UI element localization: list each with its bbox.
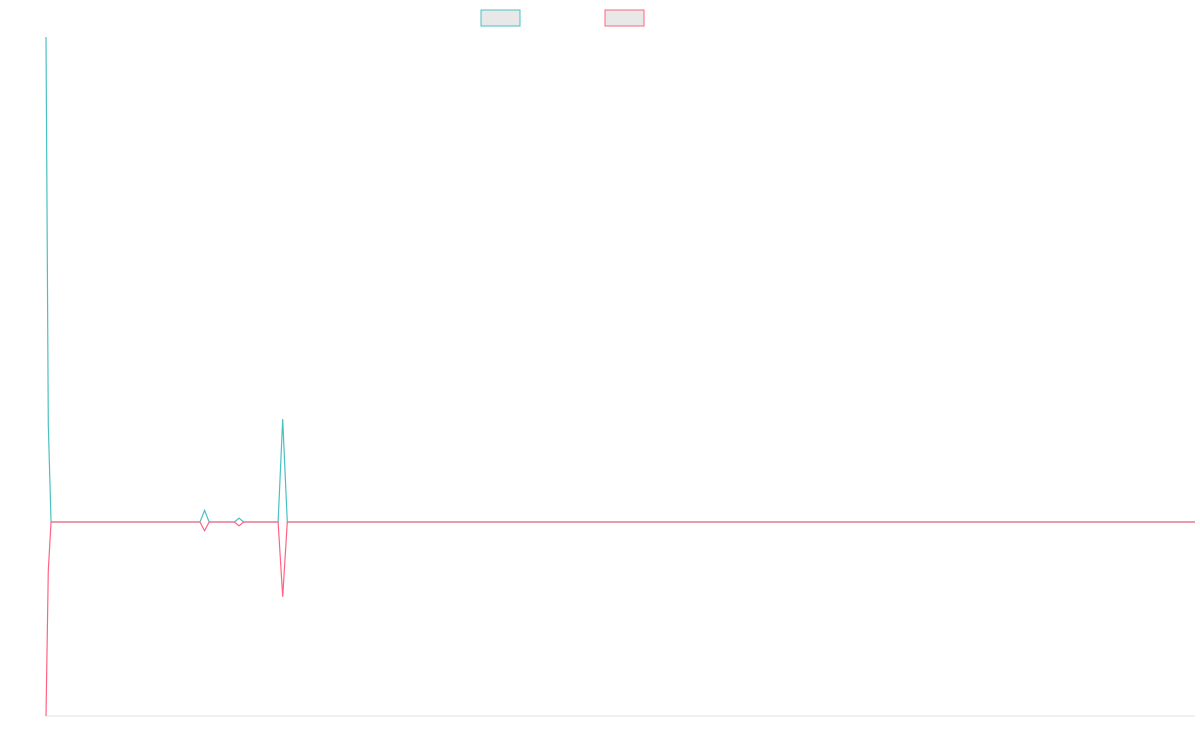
legend-swatch — [604, 9, 645, 27]
series-line — [45, 36, 1195, 523]
series-line — [45, 521, 1195, 717]
legend-swatch — [480, 9, 521, 27]
